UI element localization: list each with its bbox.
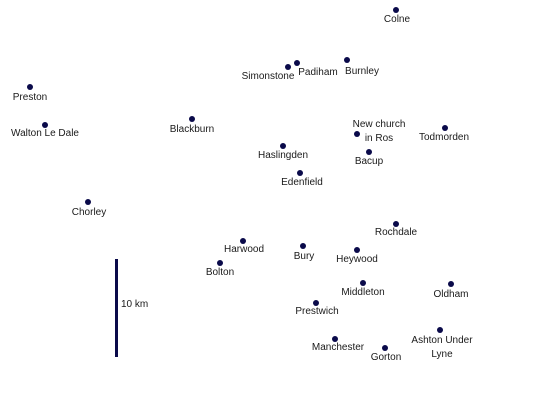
- town-dot-icon: [382, 345, 388, 351]
- town-label: Middleton: [341, 287, 384, 298]
- town-haslingden: Haslingden: [258, 143, 308, 161]
- town-label: Bury: [294, 251, 315, 262]
- town-colne: Colne: [384, 7, 411, 25]
- town-label: Chorley: [72, 207, 106, 218]
- town-todmorden: Todmorden: [419, 125, 469, 143]
- town-walton-le-dale: Walton Le Dale: [11, 122, 79, 139]
- town-label: Preston: [13, 92, 47, 103]
- town-label: Heywood: [336, 254, 378, 265]
- town-prestwich: Prestwich: [295, 300, 339, 317]
- town-label: Haslingden: [258, 150, 308, 161]
- town-dot-icon: [354, 247, 360, 253]
- town-dot-icon: [217, 260, 223, 266]
- town-dot-icon: [285, 64, 291, 70]
- town-label: Lyne: [431, 349, 453, 360]
- town-middleton: Middleton: [341, 280, 385, 298]
- town-markers: Colne Simonstone Padiham Burnley Preston Walt…: [11, 7, 473, 363]
- town-label: Rochdale: [375, 227, 418, 238]
- scale-bar: [115, 259, 118, 357]
- town-dot-icon: [437, 327, 443, 333]
- town-preston: Preston: [13, 84, 47, 103]
- town-label: Oldham: [433, 289, 468, 300]
- town-label: Gorton: [371, 352, 402, 363]
- town-burnley: Burnley: [344, 57, 379, 77]
- town-simonstone: Simonstone: [242, 64, 295, 82]
- town-rochdale: Rochdale: [375, 221, 418, 238]
- town-heywood: Heywood: [336, 247, 378, 265]
- town-label: Harwood: [224, 244, 264, 255]
- town-bolton: Bolton: [206, 260, 234, 278]
- town-gorton: Gorton: [371, 345, 402, 363]
- town-label: Simonstone: [242, 71, 295, 82]
- town-dot-icon: [294, 60, 300, 66]
- town-label: Burnley: [345, 66, 379, 77]
- town-dot-icon: [42, 122, 48, 128]
- town-label: Prestwich: [295, 306, 338, 317]
- town-bacup: Bacup: [355, 149, 384, 167]
- town-dot-icon: [344, 57, 350, 63]
- town-label: Blackburn: [170, 124, 214, 135]
- town-padiham: Padiham: [294, 60, 338, 78]
- town-label: New church: [353, 119, 406, 130]
- town-dot-icon: [393, 7, 399, 13]
- town-manchester: Manchester: [312, 336, 365, 353]
- town-label: Colne: [384, 14, 411, 25]
- town-label: Walton Le Dale: [11, 128, 79, 139]
- town-label: Bolton: [206, 267, 234, 278]
- town-dot-icon: [332, 336, 338, 342]
- town-dot-icon: [297, 170, 303, 176]
- town-blackburn: Blackburn: [170, 116, 214, 135]
- town-dot-icon: [354, 131, 360, 137]
- town-harwood: Harwood: [224, 238, 264, 255]
- town-label: Manchester: [312, 342, 365, 353]
- town-label: Padiham: [298, 67, 337, 78]
- town-dot-icon: [27, 84, 33, 90]
- town-dot-icon: [240, 238, 246, 244]
- town-label: Ashton Under: [411, 335, 473, 346]
- town-label: Edenfield: [281, 177, 323, 188]
- scale-bar-label: 10 km: [121, 299, 148, 310]
- town-label: Bacup: [355, 156, 384, 167]
- town-bury: Bury: [294, 243, 315, 262]
- town-dot-icon: [366, 149, 372, 155]
- town-label: Todmorden: [419, 132, 469, 143]
- town-dot-icon: [300, 243, 306, 249]
- scale-bar-group: 10 km: [115, 259, 148, 357]
- town-dot-icon: [189, 116, 195, 122]
- town-dot-icon: [393, 221, 399, 227]
- town-new-church-in-ros: New church in Ros: [353, 119, 406, 144]
- town-ashton-under-lyne: Ashton Under Lyne: [411, 327, 473, 360]
- town-label: in Ros: [365, 133, 393, 144]
- town-edenfield: Edenfield: [281, 170, 323, 188]
- town-chorley: Chorley: [72, 199, 106, 218]
- town-oldham: Oldham: [433, 281, 469, 300]
- town-dot-icon: [360, 280, 366, 286]
- town-dot-icon: [442, 125, 448, 131]
- town-dot-icon: [313, 300, 319, 306]
- town-dot-icon: [85, 199, 91, 205]
- town-dot-icon: [280, 143, 286, 149]
- town-dot-icon: [448, 281, 454, 287]
